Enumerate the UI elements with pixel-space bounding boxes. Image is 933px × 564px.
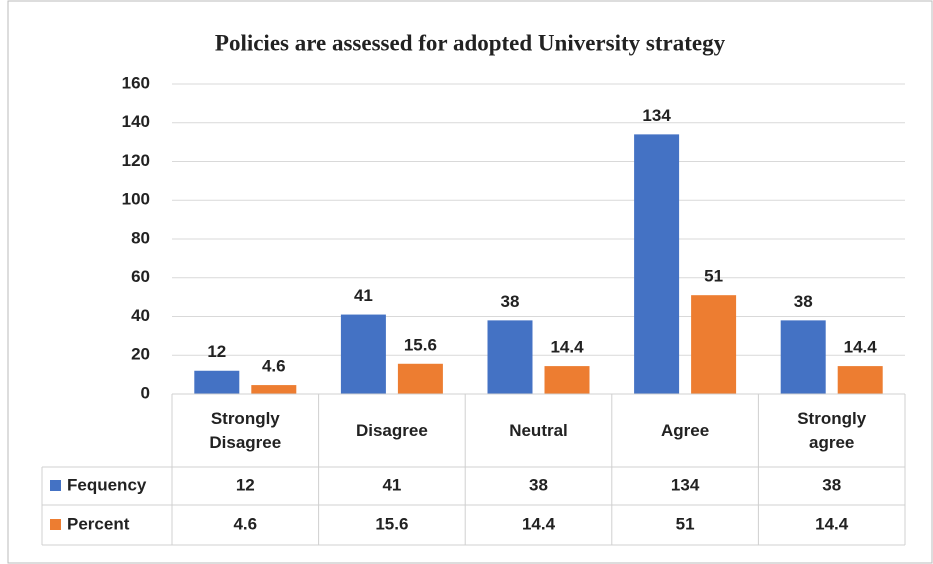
- x-tick-label: Strongly Disagree: [209, 408, 282, 452]
- bar: [487, 320, 533, 394]
- bar: [194, 370, 240, 394]
- x-tick-label: Agree: [661, 420, 710, 440]
- table-value: 4.6: [233, 514, 257, 533]
- x-tick-label: Neutral: [509, 420, 568, 440]
- y-tick-label: 100: [122, 190, 150, 209]
- chart-title: Policies are assessed for adopted Univer…: [215, 30, 726, 55]
- legend-key: [50, 480, 61, 491]
- chart-frame: [7, 0, 933, 564]
- legend-label: Fequency: [67, 475, 147, 494]
- table-value: 15.6: [375, 514, 408, 533]
- bar: [251, 385, 297, 394]
- y-tick-label: 140: [122, 112, 150, 131]
- bar: [837, 366, 883, 394]
- legend-label: Percent: [67, 514, 130, 533]
- y-tick-label: 40: [131, 306, 150, 325]
- table-value: 12: [236, 475, 255, 494]
- data-label: 14.4: [550, 338, 584, 357]
- bar: [544, 366, 590, 394]
- data-label: 41: [354, 286, 373, 305]
- y-tick-label: 60: [131, 267, 150, 286]
- bar: [397, 363, 443, 394]
- y-tick-label: 120: [122, 151, 150, 170]
- y-tick-label: 160: [122, 73, 150, 92]
- data-label: 38: [794, 292, 813, 311]
- bar: [691, 295, 737, 394]
- bar: [780, 320, 826, 394]
- y-tick-label: 0: [141, 383, 150, 402]
- x-tick-label: Strongly agree: [797, 408, 867, 452]
- data-label: 38: [501, 292, 520, 311]
- table-value: 38: [822, 475, 841, 494]
- x-tick-label: Disagree: [355, 420, 428, 440]
- y-tick-label: 20: [131, 345, 150, 364]
- data-label: 12: [207, 342, 226, 361]
- bar: [340, 314, 386, 394]
- table-value: 14.4: [522, 514, 556, 533]
- data-label: 15.6: [404, 335, 437, 354]
- data-label: 14.4: [844, 338, 878, 357]
- table-value: 14.4: [815, 514, 849, 533]
- table-value: 134: [671, 475, 700, 494]
- data-label: 4.6: [262, 357, 286, 376]
- bar: [634, 134, 680, 394]
- table-value: 38: [529, 475, 548, 494]
- y-tick-label: 80: [131, 228, 150, 247]
- data-label: 134: [642, 106, 671, 125]
- table-value: 41: [382, 475, 401, 494]
- legend-key: [50, 519, 61, 530]
- data-label: 51: [704, 267, 723, 286]
- table-value: 51: [676, 514, 695, 533]
